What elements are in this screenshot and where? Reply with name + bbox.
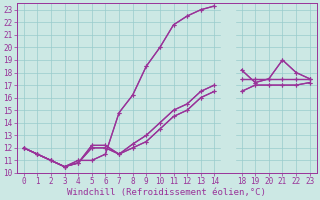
X-axis label: Windchill (Refroidissement éolien,°C): Windchill (Refroidissement éolien,°C): [67, 188, 266, 197]
Bar: [220, 0, 236, 186]
